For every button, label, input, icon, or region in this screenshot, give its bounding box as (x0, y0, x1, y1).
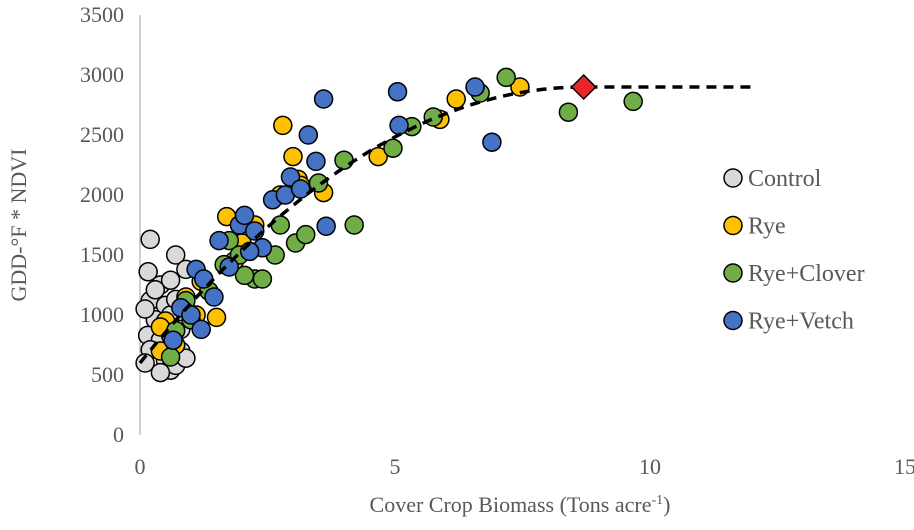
data-point-rye-clover (344, 215, 364, 235)
data-point-rye-clover (558, 102, 579, 122)
data-point-rye-clover (496, 67, 516, 88)
data-point-control (160, 270, 181, 290)
data-point-rye-clover (623, 91, 643, 112)
data-point-rye-vetch (482, 132, 502, 152)
legend-label: Rye+Clover (748, 261, 865, 287)
data-point-rye (206, 307, 227, 328)
data-point-rye-vetch (191, 319, 211, 340)
data-point-rye-vetch (316, 216, 336, 236)
data-point-rye-vetch (204, 287, 224, 307)
legend-label: Rye (748, 214, 786, 240)
legend-marker (723, 215, 743, 236)
x-axis-label-sup: -1 (651, 493, 663, 508)
y-tick-label: 500 (91, 362, 124, 387)
data-point-rye-vetch (387, 82, 408, 102)
data-point-rye-clover (252, 269, 273, 289)
data-point-rye-vetch (465, 77, 485, 97)
data-point-rye-clover (334, 150, 354, 170)
y-tick-label: 1000 (80, 302, 124, 327)
y-tick-label: 1500 (80, 242, 124, 267)
trendline (138, 85, 752, 365)
y-tick-label: 2000 (80, 182, 124, 207)
data-point-rye-vetch (306, 151, 326, 172)
legend-label: Rye+Vetch (748, 309, 854, 335)
x-tick-label: 5 (390, 454, 401, 479)
x-tick-label: 0 (135, 454, 146, 479)
data-point-control (165, 245, 186, 265)
data-point-control (135, 299, 155, 319)
x-tick-label: 10 (639, 454, 661, 479)
data-point-control (138, 262, 158, 282)
data-point-rye-vetch (313, 89, 334, 109)
x-axis-label: Cover Crop Biomass (Tons acre-1) (370, 492, 671, 517)
x-tick-label: 15 (894, 454, 914, 479)
data-point-rye-vetch (219, 257, 239, 277)
data-point-rye-vetch (234, 205, 255, 226)
data-point-rye-vetch (290, 179, 311, 199)
data-point-rye-clover (234, 265, 255, 286)
data-point-rye-clover (296, 224, 316, 245)
legend: Control Rye Rye+Clover Rye+Vetch (723, 166, 865, 335)
data-point-rye-clover (383, 138, 403, 158)
data-point-rye (273, 115, 293, 136)
data-point-control (145, 280, 166, 300)
data-point-rye (446, 89, 466, 109)
legend-marker (723, 263, 743, 283)
y-tick-label: 3000 (80, 62, 124, 87)
legend-marker (723, 168, 743, 188)
data-point-control (135, 353, 155, 373)
data-point-rye-clover (160, 347, 181, 367)
data-point-rye-vetch (389, 115, 409, 136)
legend-label: Control (748, 166, 822, 192)
y-tick-label: 0 (113, 422, 124, 447)
data-point-rye (283, 146, 303, 167)
x-axis-label-main: Cover Crop Biomass (Tons acre (370, 492, 652, 517)
x-axis-label-end: ) (663, 492, 670, 517)
y-tick-label: 2500 (80, 122, 124, 147)
data-point-rye-vetch (209, 230, 229, 251)
data-point-rye-vetch (163, 330, 183, 350)
legend-marker (723, 310, 743, 331)
y-axis-label: GDD-°F * NDVI (6, 148, 31, 301)
optimum-marker (570, 73, 597, 101)
y-tick-label: 3500 (80, 2, 124, 27)
data-point-control (150, 362, 171, 383)
data-point-rye-vetch (194, 269, 214, 289)
data-point-control (140, 229, 160, 250)
data-point-rye-vetch (298, 125, 319, 145)
data-point-rye-clover (270, 215, 290, 235)
